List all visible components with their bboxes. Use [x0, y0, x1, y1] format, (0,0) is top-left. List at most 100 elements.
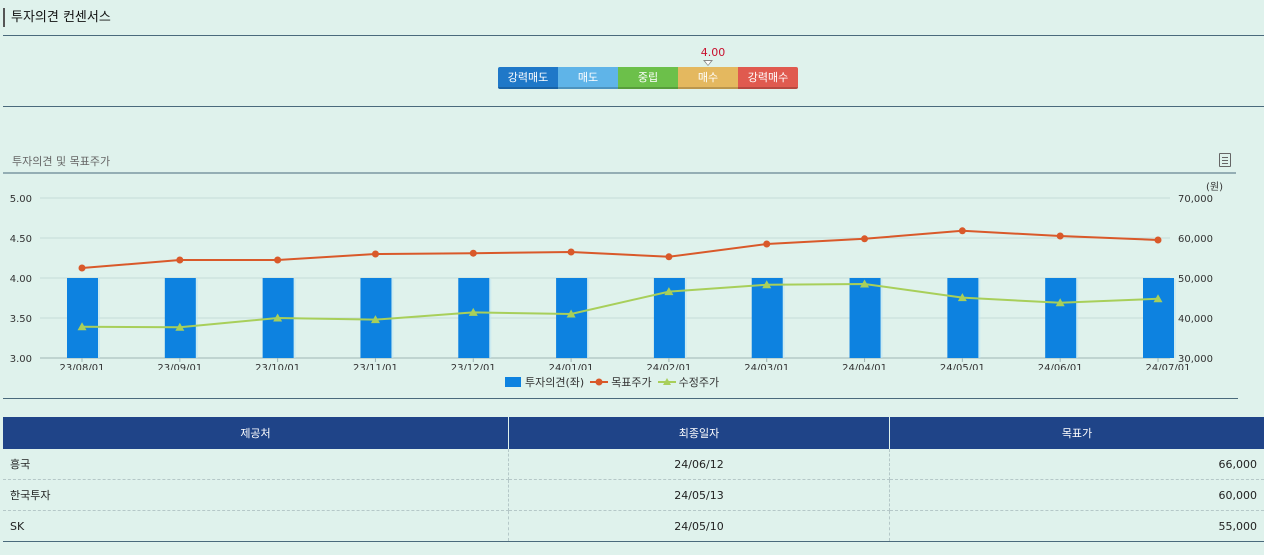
data-point	[860, 279, 870, 288]
data-point	[957, 293, 967, 302]
y-left-tick: 4.00	[10, 274, 32, 285]
table-row: 흥국 24/06/12 66,000	[3, 449, 1264, 480]
document-list-icon[interactable]	[1219, 153, 1231, 167]
opinion-target-chart: 5.00 4.50 4.00 3.50 3.00 70,000 60,000 50,000 4…	[3, 172, 1236, 370]
data-point	[762, 280, 772, 289]
score-marker-icon	[703, 60, 713, 66]
bar	[1143, 278, 1174, 358]
data-point	[469, 249, 477, 257]
bar	[164, 278, 196, 358]
x-tick-label: 24/03/01	[744, 363, 789, 370]
data-point	[273, 313, 283, 322]
table-row: 한국투자 24/05/13 60,000	[3, 479, 1264, 511]
scale-strong-buy: 강력매수	[738, 67, 798, 89]
x-tick-label: 23/12/01	[451, 363, 496, 370]
table-row: SK 24/05/10 55,000	[3, 510, 1264, 542]
x-tick-label: 24/05/01	[940, 363, 985, 370]
y-left-tick: 3.50	[10, 314, 32, 325]
legend-swatch-triangle-icon	[657, 378, 676, 385]
provider-cell: SK	[3, 510, 509, 542]
bar	[458, 278, 490, 358]
provider-cell: 흥국	[3, 449, 509, 480]
column-header: 제공처	[3, 417, 509, 449]
data-point	[1055, 298, 1065, 307]
x-tick-label: 24/07/01	[1146, 363, 1191, 370]
y-axis-right: 70,000 60,000 50,000 40,000 30,000	[1178, 194, 1213, 365]
x-tick-label: 23/11/01	[353, 363, 398, 370]
data-point	[763, 240, 771, 248]
y-right-tick: 40,000	[1178, 314, 1213, 325]
chart-legend: 투자의견(좌) 목표주가 수정주가	[505, 374, 725, 390]
chart-grid	[40, 197, 1170, 359]
data-point	[175, 322, 185, 331]
x-tick-label: 23/10/01	[255, 363, 300, 370]
data-point	[1154, 236, 1162, 244]
target-price-cell: 55,000	[889, 510, 1264, 542]
divider	[3, 35, 1264, 36]
column-header: 목표가	[889, 417, 1264, 449]
target-price-table: 제공처 최종일자 목표가 흥국 24/06/12 66,000 한국투자 24/…	[3, 417, 1264, 542]
opinion-scale: 강력매도 매도 중립 매수 강력매수	[498, 67, 798, 89]
data-point	[1056, 232, 1064, 240]
series-line	[81, 229, 1159, 269]
y-right-tick: 60,000	[1178, 234, 1213, 245]
target-price-series	[78, 227, 1162, 272]
adjusted-price-series	[77, 279, 1163, 331]
data-point	[78, 264, 86, 272]
legend-label: 목표주가	[611, 376, 652, 389]
x-tick-label: 24/02/01	[646, 363, 691, 370]
target-price-cell: 60,000	[889, 479, 1264, 511]
y-axis-left: 5.00 4.50 4.00 3.50 3.00	[10, 194, 32, 365]
data-point	[567, 248, 575, 256]
x-axis: 23/08/01 23/09/01 23/10/01 23/11/01 23/12/01…	[60, 358, 1191, 370]
provider-cell: 한국투자	[3, 479, 509, 511]
legend-label: 투자의견(좌)	[525, 376, 585, 389]
target-price-cell: 66,000	[889, 449, 1264, 480]
x-tick-label: 24/06/01	[1038, 363, 1083, 370]
y-right-unit: (원)	[1206, 181, 1223, 193]
data-point	[664, 287, 674, 296]
y-left-tick: 4.50	[10, 234, 32, 245]
data-point	[371, 250, 379, 258]
legend-item-adjusted[interactable]: 수정주가	[657, 374, 720, 390]
divider	[3, 106, 1264, 107]
scale-buy: 매수	[678, 67, 738, 89]
data-point	[468, 307, 478, 316]
data-point	[665, 253, 673, 261]
y-right-tick: 30,000	[1178, 354, 1213, 365]
legend-swatch-bar	[505, 377, 521, 387]
y-right-tick: 70,000	[1178, 194, 1213, 205]
data-point	[566, 309, 576, 318]
x-tick-label: 24/01/01	[549, 363, 594, 370]
data-point	[1153, 294, 1163, 303]
scale-sell: 매도	[558, 67, 618, 89]
column-header: 최종일자	[508, 417, 890, 449]
data-point	[274, 256, 282, 264]
legend-item-target[interactable]: 목표주가	[590, 374, 652, 390]
date-cell: 24/05/13	[508, 479, 890, 511]
bar	[1045, 278, 1077, 358]
x-tick-label: 24/04/01	[842, 363, 887, 370]
bar	[67, 278, 98, 358]
bar	[751, 278, 783, 358]
legend-item-opinion[interactable]: 투자의견(좌)	[505, 374, 584, 390]
bar	[849, 278, 881, 358]
data-point	[176, 256, 184, 264]
divider	[3, 398, 1238, 399]
bar	[556, 278, 588, 358]
date-cell: 24/05/10	[508, 510, 890, 542]
series-line	[81, 282, 1159, 329]
scale-strong-sell: 강력매도	[498, 67, 558, 89]
x-tick-label: 23/09/01	[157, 363, 202, 370]
legend-swatch-circle-icon	[590, 378, 609, 386]
data-point	[861, 235, 869, 243]
chart-title: 투자의견 및 목표주가	[12, 155, 111, 168]
date-cell: 24/06/12	[508, 449, 890, 480]
bar	[947, 278, 979, 358]
data-point	[370, 315, 380, 324]
opinion-score: 4.00	[700, 46, 726, 59]
legend-label: 수정주가	[678, 376, 720, 389]
data-point	[958, 227, 966, 235]
y-left-tick: 3.00	[10, 354, 32, 365]
y-right-tick: 50,000	[1178, 274, 1213, 285]
